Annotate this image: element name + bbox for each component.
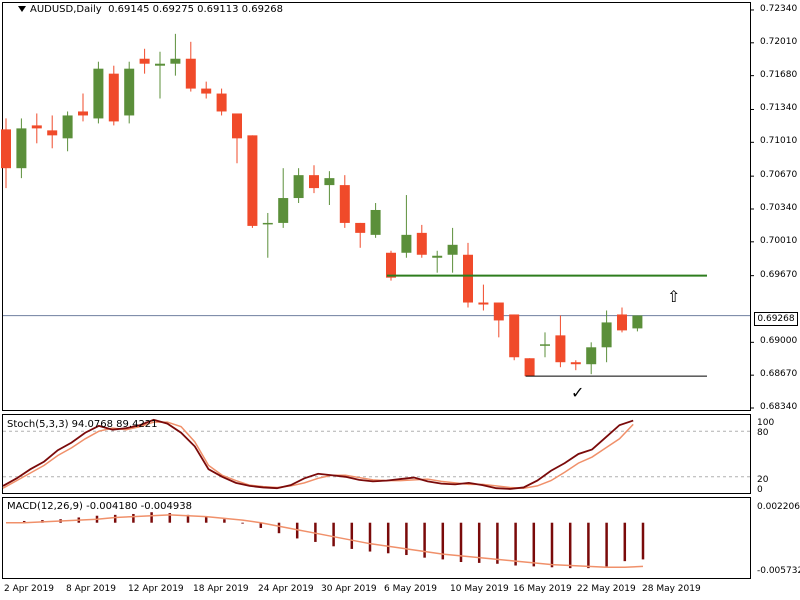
date-tick: 10 May 2019: [450, 584, 509, 594]
stoch-signal-line: [2, 421, 634, 489]
price-tick: 0.69000: [760, 336, 798, 347]
price-tick: 0.70340: [760, 202, 798, 213]
candle-body: [617, 314, 627, 331]
candle-body: [278, 198, 289, 223]
candle-body: [370, 209, 381, 235]
candle-body: [47, 130, 58, 136]
candle-body: [170, 58, 181, 64]
stoch-tick-100: 100: [757, 418, 775, 428]
up-arrow-icon: ⇧: [667, 287, 681, 306]
date-tick: 6 May 2019: [384, 584, 437, 594]
price-tick: 0.72340: [760, 3, 798, 14]
candle-body: [478, 302, 489, 305]
candle-body: [524, 358, 535, 377]
candle-body: [386, 252, 396, 278]
candle-body: [339, 185, 350, 223]
price-tick: 0.68340: [760, 402, 798, 412]
date-tick: 28 May 2019: [642, 584, 701, 594]
price-tick: 0.69670: [760, 269, 798, 280]
candle-body: [293, 175, 304, 199]
candle-body: [309, 175, 319, 189]
date-tick: 8 Apr 2019: [66, 584, 116, 594]
price-tick: 0.68670: [760, 369, 798, 380]
date-tick: 22 May 2019: [577, 584, 636, 594]
candle-body: [1, 129, 11, 169]
stoch-layer: [2, 418, 750, 490]
stoch-pane-frame: [2, 414, 751, 494]
candle-body: [262, 222, 273, 225]
symbol-label: AUDUSD,Daily: [30, 4, 102, 15]
candle-body: [216, 93, 227, 112]
macd-layer: [6, 512, 645, 569]
candle-body: [93, 68, 104, 119]
date-tick: 16 May 2019: [513, 584, 572, 594]
candle-body: [586, 347, 597, 365]
candle-body: [432, 255, 443, 258]
candle-body: [493, 302, 504, 321]
candle-body: [185, 58, 196, 89]
date-tick: 2 Apr 2019: [4, 584, 54, 594]
candle-body: [632, 315, 643, 329]
date-tick: 30 Apr 2019: [321, 584, 377, 594]
candle-body: [16, 128, 27, 169]
macd-tick-bottom: -0.005732: [757, 566, 800, 576]
date-tick: 18 Apr 2019: [193, 584, 249, 594]
candle-body: [509, 314, 520, 358]
ohlc-readout: 0.69145 0.69275 0.69113 0.69268: [108, 4, 284, 15]
candle-body: [540, 344, 550, 346]
candle-body: [570, 362, 581, 365]
price-tick: 0.71680: [760, 69, 798, 80]
price-tick: 0.72010: [760, 36, 798, 47]
symbol-dropdown-icon[interactable]: [18, 6, 26, 12]
stoch-tick-80: 80: [757, 428, 769, 438]
candle-body: [108, 73, 119, 122]
main-pane-frame: [2, 2, 751, 411]
candle-body: [601, 322, 612, 348]
price-tick: 0.71340: [760, 103, 798, 114]
candle-body: [401, 234, 412, 253]
candle-body: [463, 254, 473, 303]
candle-body: [247, 135, 258, 226]
date-tick: 24 Apr 2019: [258, 584, 314, 594]
current-price-badge: 0.69268: [754, 312, 798, 326]
candle-body: [232, 113, 242, 139]
candle-body: [155, 63, 165, 66]
candle-body: [447, 244, 458, 255]
price-tick: 0.70670: [760, 170, 798, 181]
macd-pane-frame: [2, 497, 751, 579]
candles-layer: [1, 33, 750, 377]
candle-body: [555, 335, 566, 363]
date-tick: 12 Apr 2019: [128, 584, 184, 594]
macd-signal-line: [6, 514, 644, 569]
candle-body: [78, 111, 88, 116]
candle-body: [124, 68, 135, 116]
candle-body: [324, 178, 335, 186]
price-tick: 0.70010: [760, 235, 798, 246]
stoch-tick-0: 0: [757, 485, 763, 495]
macd-label: MACD(12,26,9) -0.004180 -0.004938: [7, 501, 192, 512]
stoch-main-line: [2, 418, 634, 490]
candle-body: [201, 88, 212, 94]
stoch-label: Stoch(5,3,3) 94.0768 89.4221: [7, 419, 158, 430]
candle-body: [62, 115, 73, 139]
candle-body: [31, 125, 42, 129]
macd-tick-top: 0.002206: [757, 502, 800, 512]
chart-header: AUDUSD,Daily 0.69145 0.69275 0.69113 0.6…: [18, 4, 283, 15]
candle-body: [416, 232, 427, 255]
candle-body: [139, 58, 150, 64]
checkmark-icon: ✓: [571, 383, 585, 402]
axis-ticks-layer: [750, 9, 754, 409]
stoch-tick-20: 20: [757, 475, 769, 485]
candle-body: [355, 222, 366, 233]
price-tick: 0.71010: [760, 136, 798, 147]
